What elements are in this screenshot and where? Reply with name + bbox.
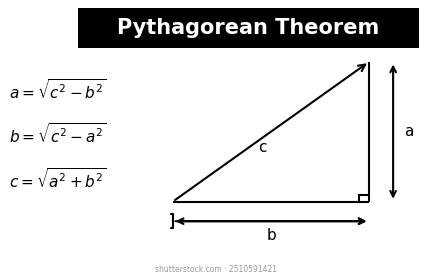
Text: b: b (266, 228, 276, 243)
Text: $b = \sqrt{c^2 - a^2}$: $b = \sqrt{c^2 - a^2}$ (9, 122, 106, 146)
Text: a: a (404, 124, 413, 139)
Text: $a = \sqrt{c^2 - b^2}$: $a = \sqrt{c^2 - b^2}$ (9, 78, 107, 102)
Bar (78, 8, 419, 48)
Text: c: c (258, 140, 267, 155)
Text: Pythagorean Theorem: Pythagorean Theorem (117, 18, 380, 38)
Text: $c = \sqrt{a^2 + b^2}$: $c = \sqrt{a^2 + b^2}$ (9, 167, 107, 191)
Text: shutterstock.com · 2510591421: shutterstock.com · 2510591421 (155, 265, 277, 274)
